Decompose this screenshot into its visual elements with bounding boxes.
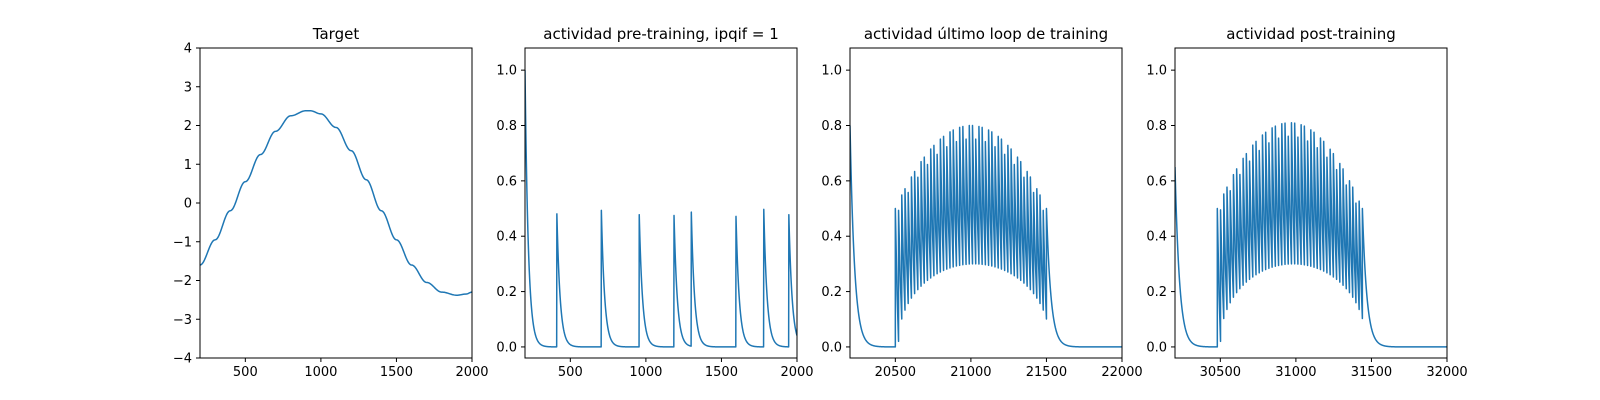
plot-frame	[199, 47, 473, 359]
y-tick-label: 0.8	[1146, 119, 1167, 134]
x-tick-label: 2000	[780, 365, 813, 380]
x-tick-label: 1500	[380, 365, 413, 380]
x-tick-label: 20500	[875, 365, 916, 380]
y-tick-label: 0.8	[496, 119, 517, 134]
y-tick-label: 0.4	[1146, 230, 1167, 245]
chart-title: Target	[312, 25, 360, 43]
y-tick-label: 0.8	[821, 119, 842, 134]
chart-panel-1: Target 500 1000 1500 2000 −4 −3 −2 −1 0 1 2 3 4	[173, 25, 489, 380]
y-tick-label: 0	[184, 197, 192, 212]
x-tick-label: 1000	[629, 365, 662, 380]
x-tick-label: 30500	[1200, 365, 1241, 380]
x-tick-label: 31500	[1351, 365, 1392, 380]
y-tick-label: 0.4	[821, 230, 842, 245]
y-tick-label: 0.0	[496, 340, 517, 355]
y-tick-label: 0.0	[1146, 340, 1167, 355]
chart-title: actividad último loop de training	[864, 25, 1108, 43]
x-tick-label: 500	[233, 365, 258, 380]
x-tick-label: 1000	[304, 365, 337, 380]
chart-panel-2: actividad pre-training, ipqif = 1 500 1000…	[496, 25, 813, 380]
chart-title: actividad pre-training, ipqif = 1	[543, 25, 779, 43]
y-tick-label: 0.0	[821, 340, 842, 355]
x-tick-label: 1500	[705, 365, 738, 380]
chart-title: actividad post-training	[1226, 25, 1395, 43]
series-line	[525, 70, 797, 348]
y-tick-label: −2	[173, 274, 192, 289]
y-tick-label: 1.0	[821, 64, 842, 79]
y-tick-label: 1.0	[1146, 64, 1167, 79]
plot-frame	[524, 47, 798, 359]
y-tick-label: 0.4	[496, 230, 517, 245]
x-tick-label: 21000	[950, 365, 991, 380]
y-tick-label: 0.6	[821, 174, 842, 189]
chart-panel-4: actividad post-training 30500 31000 31500 32…	[1146, 25, 1467, 380]
y-tick-label: 0.6	[1146, 174, 1167, 189]
series-line	[200, 110, 472, 296]
y-tick-label: 0.6	[496, 174, 517, 189]
series-line	[850, 124, 1122, 348]
y-tick-label: 1	[184, 158, 192, 173]
chart-panel-3: actividad último loop de training 20500 21…	[821, 25, 1142, 380]
y-tick-label: 4	[184, 42, 192, 57]
x-tick-label: 32000	[1426, 365, 1467, 380]
x-tick-label: 21500	[1026, 365, 1067, 380]
y-tick-label: 0.2	[496, 285, 517, 300]
y-tick-label: 1.0	[496, 64, 517, 79]
y-tick-label: 2	[184, 119, 192, 134]
y-tick-label: 3	[184, 80, 192, 95]
x-tick-label: 22000	[1101, 365, 1142, 380]
x-tick-label: 31000	[1275, 365, 1316, 380]
y-tick-label: −4	[173, 352, 192, 367]
y-tick-label: 0.2	[1146, 285, 1167, 300]
y-tick-label: −1	[173, 235, 192, 250]
plot-frame	[849, 47, 1123, 359]
y-tick-label: 0.2	[821, 285, 842, 300]
series-line	[1175, 122, 1447, 348]
x-tick-label: 2000	[455, 365, 488, 380]
x-tick-label: 500	[558, 365, 583, 380]
plot-frame	[1174, 47, 1448, 359]
y-tick-label: −3	[173, 313, 192, 328]
